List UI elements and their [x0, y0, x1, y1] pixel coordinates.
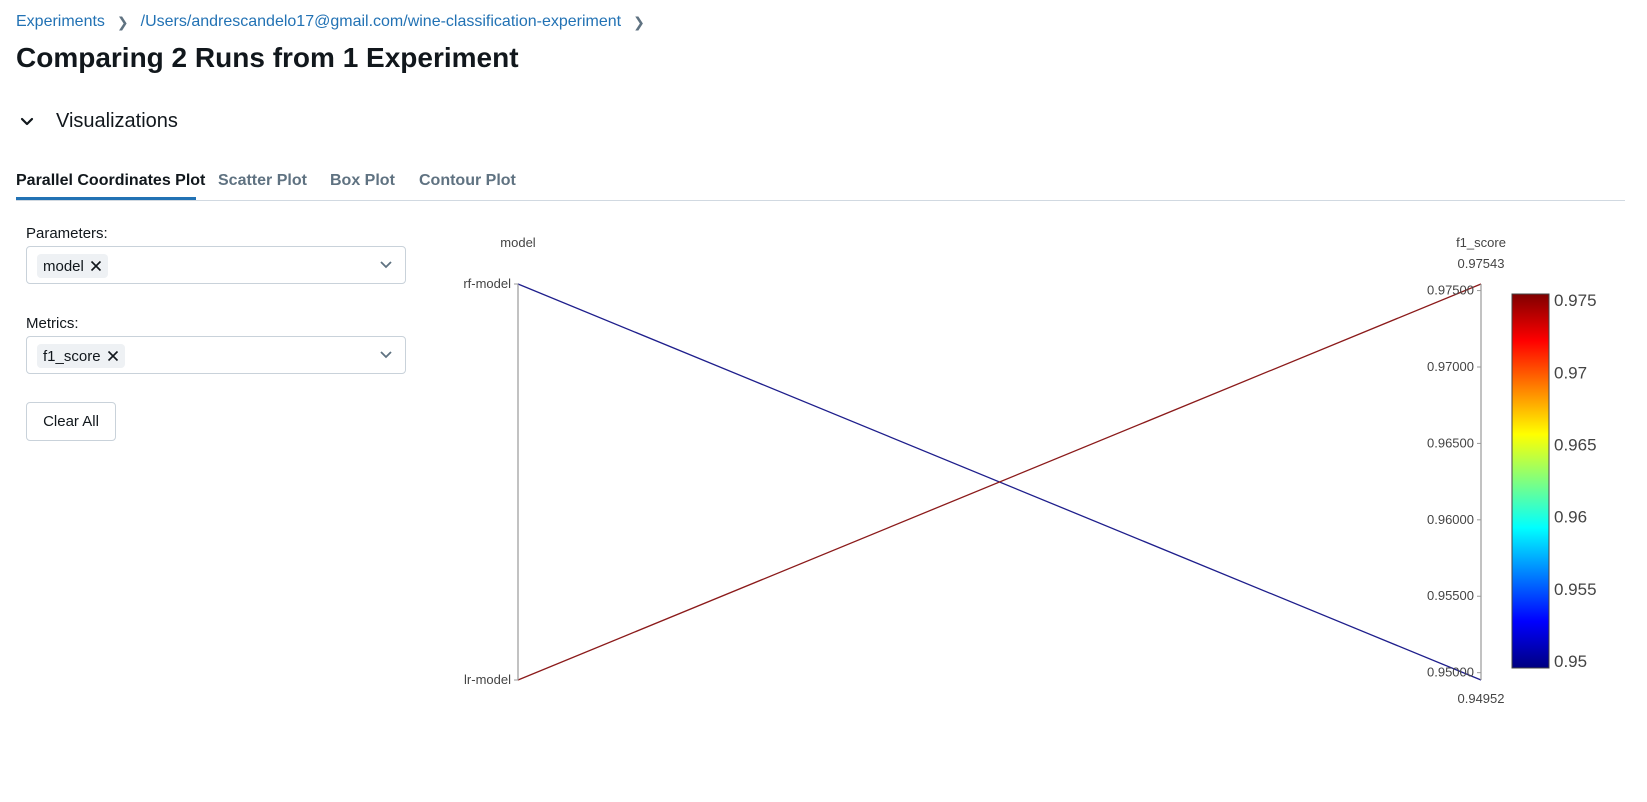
active-tab-indicator: [16, 197, 196, 200]
visualizations-section-toggle[interactable]: Visualizations: [18, 110, 178, 133]
colorbar-tick-label-2: 0.965: [1554, 436, 1597, 455]
axis-tick-label-model-0: rf-model: [463, 276, 511, 291]
parameters-select[interactable]: model: [26, 246, 406, 284]
colorbar-tick-label-4: 0.955: [1554, 580, 1597, 599]
parameter-chip-label: model: [43, 257, 84, 275]
parameter-chip: model: [37, 254, 108, 278]
tab-parallel-coordinates-plot[interactable]: Parallel Coordinates Plot: [16, 172, 206, 189]
page-title: Comparing 2 Runs from 1 Experiment: [16, 42, 519, 73]
metrics-select[interactable]: f1_score: [26, 336, 406, 374]
metric-chip: f1_score: [37, 344, 125, 368]
clear-all-button[interactable]: Clear All: [26, 402, 116, 441]
close-icon[interactable]: [90, 260, 102, 272]
axis-tick-label-f1-score-5: 0.95000: [1427, 665, 1474, 680]
colorbar-tick-label-1: 0.97: [1554, 363, 1587, 382]
metric-chip-label: f1_score: [43, 347, 101, 365]
axis-range-max-f1-score: 0.97543: [1458, 256, 1505, 271]
axis-tick-label-f1-score-4: 0.95500: [1427, 588, 1474, 603]
run-line-1: [517, 283, 1482, 681]
breadcrumb-experiment-path-link[interactable]: /Users/andrescandelo17@gmail.com/wine-cl…: [140, 13, 622, 30]
chevron-right-icon: ❯: [116, 13, 129, 30]
axis-tick-label-f1-score-1: 0.97000: [1427, 359, 1474, 374]
parameters-label: Parameters:: [26, 225, 108, 242]
axis-tick-label-model-1: lr-model: [464, 672, 511, 687]
breadcrumb: Experiments ❯ /Users/andrescandelo17@gma…: [16, 13, 657, 31]
breadcrumb-experiments-link[interactable]: Experiments: [16, 13, 105, 30]
colorbar-tick-label-0: 0.975: [1554, 291, 1597, 310]
close-icon[interactable]: [107, 350, 119, 362]
axis-tick-label-f1-score-3: 0.96000: [1427, 512, 1474, 527]
axis-title-f1-score: f1_score: [1456, 235, 1506, 250]
tab-scatter-plot[interactable]: Scatter Plot: [218, 172, 307, 189]
metrics-label: Metrics:: [26, 315, 79, 332]
visualization-tabs: Parallel Coordinates Plot Scatter Plot B…: [16, 160, 1625, 201]
colorbar-tick-label-3: 0.96: [1554, 508, 1587, 527]
tab-contour-plot[interactable]: Contour Plot: [419, 172, 516, 189]
section-title: Visualizations: [56, 110, 178, 132]
colorbar: [1511, 293, 1550, 669]
axis-tick-label-f1-score-0: 0.97500: [1427, 283, 1474, 298]
axis-title-model: model: [500, 235, 536, 250]
colorbar-tick-label-5: 0.95: [1554, 652, 1587, 671]
axis-range-min-f1-score: 0.94952: [1458, 691, 1505, 706]
chevron-down-icon: [380, 351, 392, 359]
chevron-down-icon: [380, 261, 392, 269]
axis-tick-label-f1-score-2: 0.96500: [1427, 435, 1474, 450]
chevron-down-icon: [20, 117, 34, 125]
tab-box-plot[interactable]: Box Plot: [330, 172, 395, 189]
chevron-right-icon: ❯: [633, 13, 645, 30]
